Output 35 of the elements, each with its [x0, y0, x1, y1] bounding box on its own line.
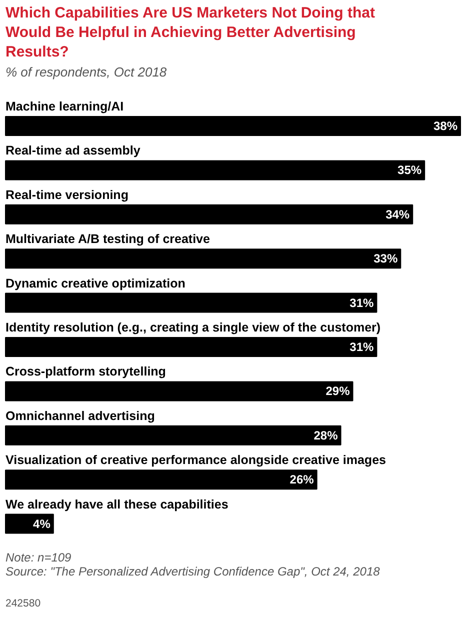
- data-label: 34%: [386, 207, 410, 222]
- y-tick-label: Real-time ad assembly: [6, 144, 140, 158]
- bar: [5, 337, 378, 357]
- y-tick-label: Dynamic creative optimization: [6, 276, 186, 290]
- y-tick-label: Visualization of creative performance alongside creative images: [6, 453, 386, 468]
- data-label: 31%: [350, 296, 374, 310]
- data-label: 29%: [326, 384, 350, 398]
- text: 242580: [6, 598, 41, 610]
- bar: [5, 160, 426, 180]
- bar: [5, 204, 414, 224]
- data-label: 26%: [290, 472, 314, 487]
- text: Note: n=109: [6, 550, 72, 564]
- bar: [5, 116, 461, 136]
- chart-title: Which Capabilities Are US Marketers Not Doing that Would Be Helpful in Achieving Better Advertising Results?: [6, 4, 376, 61]
- bar: [5, 381, 354, 402]
- source-note: Source: "The Personalized Advertising Confidence Gap", Oct 24, 2018: [6, 564, 380, 578]
- y-tick-label: Identity resolution (e.g., creating a single view of the customer): [6, 320, 381, 334]
- y-tick-label: Cross-platform storytelling: [6, 364, 166, 379]
- y-tick-label: Multivariate A/B testing of creative: [6, 232, 210, 246]
- y-tick-label: Real-time versioning: [6, 188, 128, 202]
- data-label: 33%: [374, 252, 398, 266]
- y-tick-label: We already have all these capabilities: [6, 497, 228, 512]
- bar: [5, 514, 54, 534]
- data-label: 35%: [398, 163, 422, 178]
- bar: [5, 248, 402, 269]
- bar: [5, 292, 378, 313]
- data-label: 4%: [33, 516, 51, 531]
- data-label: 28%: [314, 428, 338, 442]
- data-label: 38%: [433, 119, 458, 133]
- data-label: 31%: [350, 340, 374, 354]
- y-tick-label: Omnichannel advertising: [6, 408, 155, 423]
- y-tick-label: Machine learning/AI: [6, 100, 124, 114]
- bar: [5, 425, 342, 446]
- chart-subtitle: % of respondents, Oct 2018: [6, 64, 168, 80]
- bar: [5, 470, 318, 490]
